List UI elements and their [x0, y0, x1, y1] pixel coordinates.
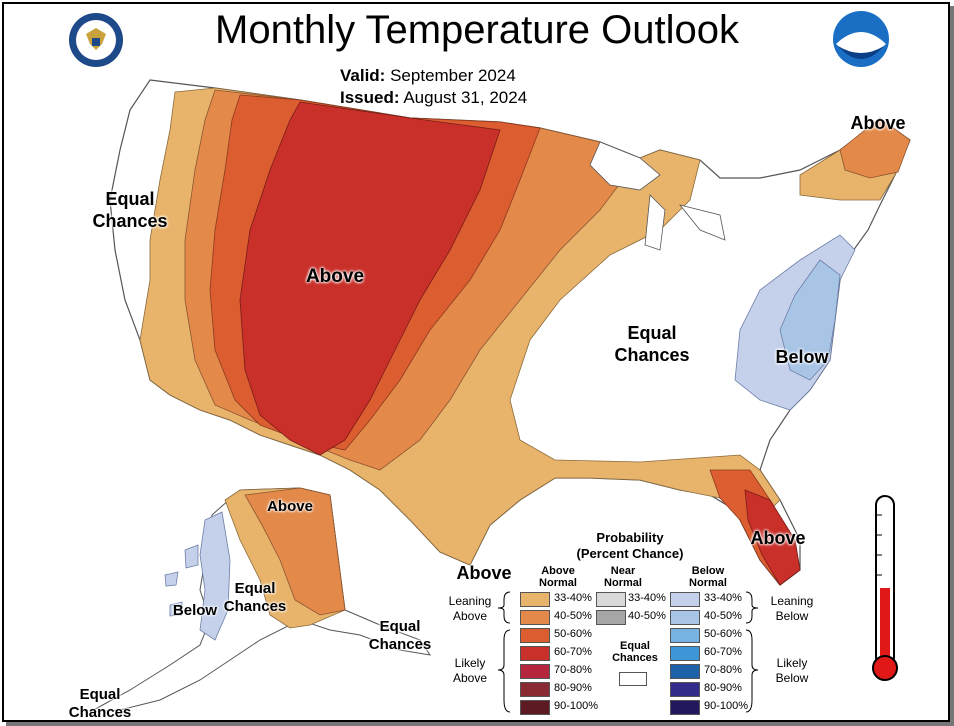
- legend-range-below-3: 60-70%: [704, 646, 742, 658]
- legend-range-above-5: 80-90%: [554, 682, 592, 694]
- area-florida-60-70: [744, 489, 801, 586]
- label-alaska-above: Above: [267, 498, 313, 515]
- alaska-islands: [164, 544, 199, 617]
- leaning-above-brace: [497, 591, 511, 624]
- noaa-logo: [833, 11, 889, 67]
- thermometer-icon: [872, 495, 898, 681]
- legend-swatch-below-6: [670, 700, 700, 715]
- legend-swatch-below-5: [670, 682, 700, 697]
- valid-value: September 2024: [390, 66, 516, 85]
- label-alaska-below: Below: [172, 602, 218, 619]
- label-maine-above: Above: [850, 113, 906, 133]
- legend-range-above-3: 60-70%: [554, 646, 592, 658]
- legend-swatch-above-2: [520, 628, 550, 643]
- legend-swatch-below-3: [670, 646, 700, 661]
- legend-swatch-below-0: [670, 592, 700, 607]
- legend-likely-below: Likely Below: [775, 656, 809, 685]
- legend-range-below-5: 80-90%: [704, 682, 742, 694]
- label-west-equal-chances: Equal Chances: [92, 189, 168, 231]
- legend-range-near-0: 33-40%: [628, 592, 666, 604]
- label-central-above: Above: [305, 266, 365, 287]
- legend-near-header: Near Normal: [604, 565, 642, 589]
- legend-range-below-6: 90-100%: [704, 700, 749, 712]
- legend-title-line1: Probability: [596, 530, 664, 545]
- area-maine-40-50: [839, 117, 911, 179]
- legend-likely-above: Likely Above: [452, 656, 488, 685]
- label-east-below: Below: [775, 347, 829, 367]
- legend-leaning-above: Leaning Above: [448, 594, 492, 623]
- legend-range-above-4: 70-80%: [554, 664, 592, 676]
- legend-swatch-above-5: [520, 682, 550, 697]
- legend-equal-chances: Equal Chances: [612, 640, 658, 664]
- valid-line: Valid: September 2024: [340, 66, 516, 86]
- legend-leaning-below: Leaning Below: [770, 594, 814, 623]
- likely-above-brace: [497, 629, 511, 713]
- legend-title: Probability (Percent Chance): [540, 530, 720, 562]
- legend-range-below-2: 50-60%: [704, 628, 742, 640]
- legend-range-above-1: 40-50%: [554, 610, 592, 622]
- label-alaska-equal-chances: Equal Chances: [223, 580, 287, 615]
- legend-swatch-above-4: [520, 664, 550, 679]
- page-title: Monthly Temperature Outlook: [215, 8, 739, 52]
- legend-swatch-above-3: [520, 646, 550, 661]
- legend-range-above-6: 90-100%: [554, 700, 599, 712]
- legend-range-below-1: 40-50%: [704, 610, 742, 622]
- legend-title-line2: (Percent Chance): [576, 546, 684, 561]
- leaning-below-brace: [745, 591, 759, 624]
- great-lakes: [589, 141, 726, 251]
- legend-range-below-0: 33-40%: [704, 592, 742, 604]
- issued-label: Issued:: [340, 88, 400, 107]
- alaska-below-33-40: [199, 511, 231, 641]
- label-texas-above: Above: [456, 563, 512, 583]
- legend-swatch-near-0: [596, 592, 626, 607]
- legend-swatch-below-1: [670, 610, 700, 625]
- legend-swatch-above-1: [520, 610, 550, 625]
- legend-swatch-above-0: [520, 592, 550, 607]
- commerce-seal-logo: [69, 13, 123, 67]
- legend-swatch-equal-chances: [619, 672, 647, 686]
- legend-swatch-near-1: [596, 610, 626, 625]
- likely-below-brace: [745, 629, 759, 713]
- legend-swatch-below-4: [670, 664, 700, 679]
- area-above-60-70: [239, 101, 501, 456]
- issued-line: Issued: August 31, 2024: [340, 88, 527, 108]
- label-florida-above: Above: [750, 528, 806, 548]
- legend-range-above-0: 33-40%: [554, 592, 592, 604]
- alaska-above-40-50: [244, 487, 346, 616]
- legend-swatch-above-6: [520, 700, 550, 715]
- issued-value: August 31, 2024: [403, 88, 528, 107]
- legend-swatch-below-2: [670, 628, 700, 643]
- legend-range-near-1: 40-50%: [628, 610, 666, 622]
- legend-below-header: Below Normal: [689, 565, 727, 589]
- label-east-equal-chances: Equal Chances: [614, 323, 690, 365]
- area-below-40-50: [779, 259, 841, 381]
- legend-range-above-2: 50-60%: [554, 628, 592, 640]
- valid-label: Valid:: [340, 66, 386, 85]
- legend-range-below-4: 70-80%: [704, 664, 742, 676]
- label-aleutian-equal-chances: Equal Chances: [368, 618, 432, 653]
- label-southwest-alaska-equal-chances: Equal Chances: [68, 686, 132, 721]
- legend-above-header: Above Normal: [539, 565, 577, 589]
